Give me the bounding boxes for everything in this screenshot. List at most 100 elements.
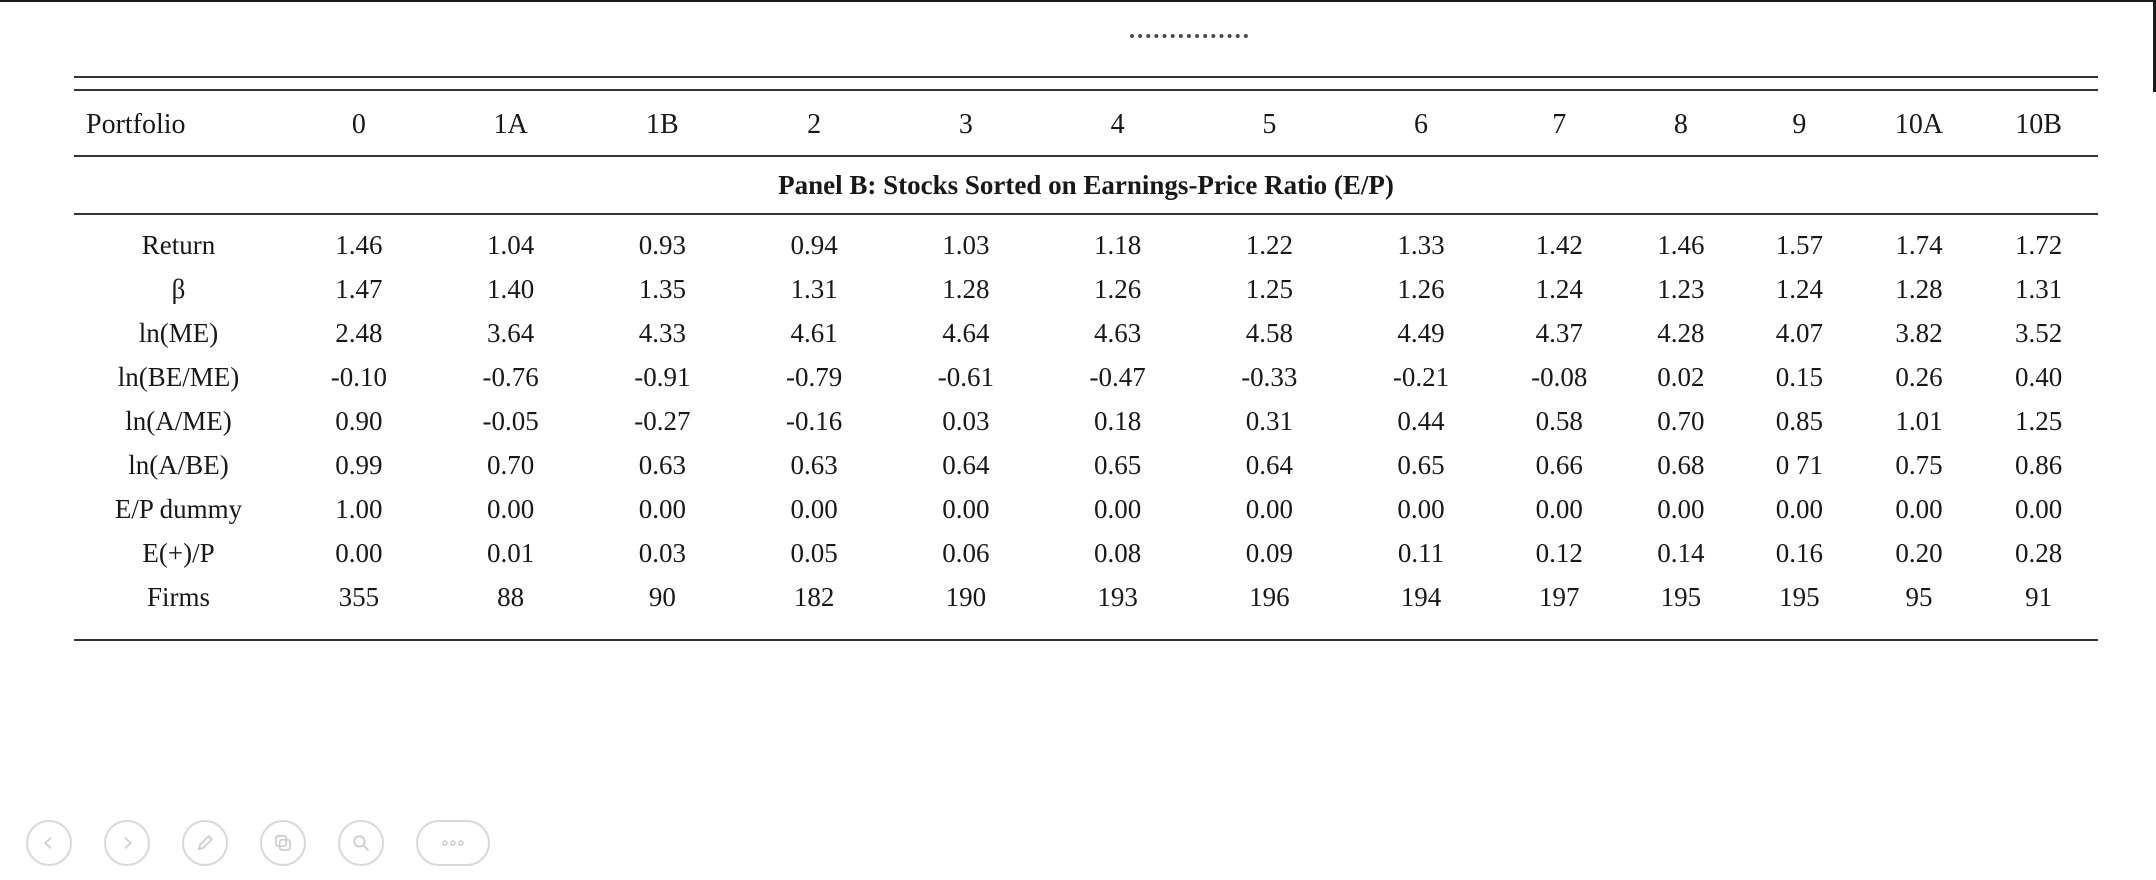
cell-value: 0.90 (335, 406, 383, 436)
cell-value: 1.01 (1895, 406, 1943, 436)
cell-value: 1.33 (1397, 230, 1445, 260)
cell-value: 0.00 (1245, 494, 1293, 524)
table-top-rule (74, 89, 2098, 91)
cell-value: 1.31 (790, 274, 838, 304)
cell-value: -0.33 (1241, 362, 1298, 392)
portfolio-column-header: 2 (738, 91, 890, 157)
cell-value: 0.05 (790, 538, 838, 568)
cell-value: -0.05 (482, 406, 539, 436)
cell-value: 0 71 (1775, 450, 1824, 480)
table-row: ln(BE/ME) -0.10 -0.76 -0.91 -0.79 -0.61 -0.47 -… (74, 355, 2098, 399)
cell-value: 0.68 (1657, 450, 1705, 480)
scan-artifact-dashes (1130, 34, 1248, 38)
cell-value: 4.33 (638, 318, 686, 348)
cell-value: 1.18 (1093, 230, 1142, 260)
cell-value: 0.00 (1397, 494, 1445, 524)
cell-value: 1.24 (1535, 274, 1583, 304)
cell-value: 182 (738, 575, 890, 641)
cell-value: 1.23 (1657, 274, 1705, 304)
cell-value: 193 (1041, 575, 1194, 641)
cell-value: 4.61 (790, 318, 838, 348)
cell-value: 4.63 (1093, 318, 1142, 348)
table-row: ln(A/BE) 0.99 0.70 0.63 0.63 0.64 0.65 0.64 0.65… (74, 443, 2098, 487)
cell-value: 1.00 (335, 494, 383, 524)
cell-value: 0.00 (335, 538, 383, 568)
table-row: ln(ME) 2.48 3.64 4.33 4.61 4.64 4.63 4.58 4.49 4.… (74, 311, 2098, 355)
cell-value: 195 (1621, 575, 1741, 641)
cell-value: 0.70 (487, 450, 535, 480)
cell-value: 0.65 (1093, 450, 1142, 480)
cell-value: 1.40 (487, 274, 535, 304)
cell-value: 1.26 (1093, 274, 1142, 304)
cell-value: 0.40 (2015, 362, 2063, 392)
row-label: E/P dummy (114, 494, 243, 524)
cell-value: -0.61 (937, 362, 994, 392)
more-button[interactable] (416, 820, 490, 866)
cell-value: -0.47 (1089, 362, 1146, 392)
cell-value: 3.52 (2015, 318, 2063, 348)
cell-value: 0.00 (1535, 494, 1583, 524)
table-row: ln(A/ME) 0.90 -0.05 -0.27 -0.16 0.03 0.18 0.31 0… (74, 399, 2098, 443)
zoom-button[interactable] (338, 820, 384, 866)
pen-button[interactable] (182, 820, 228, 866)
cell-value: -0.21 (1392, 362, 1450, 392)
cell-value: 1.26 (1397, 274, 1445, 304)
magnifier-icon (353, 835, 369, 851)
cell-value: 1.04 (487, 230, 535, 260)
cell-value: 1.25 (2015, 406, 2063, 436)
cell-value: 0.64 (942, 450, 990, 480)
cell-value: 1.72 (2015, 230, 2063, 260)
cell-value: 1.57 (1775, 230, 1824, 260)
table-row: β 1.47 1.40 1.35 1.31 1.28 1.26 1.25 1.26 1.24 1.2… (74, 267, 2098, 311)
cell-value: 0.03 (638, 538, 686, 568)
cell-value: 0.93 (638, 230, 686, 260)
portfolio-column-header: 7 (1496, 91, 1622, 157)
cell-value: 0.75 (1895, 450, 1943, 480)
cell-value: -0.10 (330, 362, 388, 392)
cell-value: 0.00 (638, 494, 686, 524)
cell-value: 1.28 (942, 274, 990, 304)
cell-value: 1.42 (1535, 230, 1583, 260)
portfolio-column-header: 0 (283, 91, 435, 157)
cell-value: 0.00 (1775, 494, 1824, 524)
cell-value: 195 (1740, 575, 1859, 641)
back-button[interactable] (26, 820, 72, 866)
viewer-toolbar (26, 820, 490, 866)
portfolio-column-header: 8 (1621, 91, 1741, 157)
cell-value: 4.28 (1657, 318, 1705, 348)
cell-value: 4.37 (1535, 318, 1583, 348)
row-label: ln(ME) (138, 318, 219, 348)
cell-value: -0.08 (1531, 362, 1588, 392)
cell-value: 0.00 (2015, 494, 2063, 524)
cell-value: 0.94 (790, 230, 838, 260)
cell-value: 1.35 (638, 274, 686, 304)
cell-value: 0.00 (790, 494, 838, 524)
copy-icon (275, 835, 291, 851)
cell-value: 0.31 (1245, 406, 1293, 436)
forward-button[interactable] (104, 820, 150, 866)
cell-value: 0.86 (2015, 450, 2063, 480)
row-label: Firms (74, 575, 284, 641)
cell-value: 0.08 (1093, 538, 1142, 568)
copy-button[interactable] (260, 820, 306, 866)
cell-value: 90 (586, 575, 739, 641)
cell-value: 0.12 (1535, 538, 1583, 568)
cell-value: 0.63 (638, 450, 686, 480)
cell-value: 0.63 (790, 450, 838, 480)
header-row: Portfolio 0 1A 1B 2 3 4 5 6 7 8 9 10A 10B (74, 91, 2098, 157)
row-label: ln(BE/ME) (117, 362, 240, 392)
portfolio-column-header: 10A (1858, 91, 1980, 157)
cell-value: 1.03 (942, 230, 990, 260)
cell-value: 1.74 (1895, 230, 1943, 260)
cell-value: 0.20 (1895, 538, 1943, 568)
cell-value: 194 (1345, 575, 1497, 641)
cell-value: 1.46 (1657, 230, 1705, 260)
cell-value: 0.16 (1775, 538, 1824, 568)
cell-value: 0.00 (487, 494, 535, 524)
table-row: E(+)/P 0.00 0.01 0.03 0.05 0.06 0.08 0.09 0.11 0.… (74, 531, 2098, 575)
cell-value: -0.79 (785, 362, 843, 392)
portfolio-column-header: 6 (1345, 91, 1497, 157)
cell-value: 0.14 (1657, 538, 1705, 568)
cell-value: 88 (434, 575, 587, 641)
cell-value: 1.25 (1245, 274, 1293, 304)
